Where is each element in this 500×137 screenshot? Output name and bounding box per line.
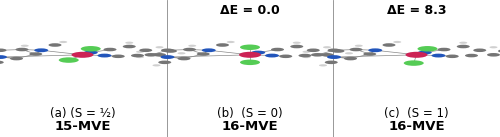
- Text: ΔE = 8.3: ΔE = 8.3: [387, 4, 446, 17]
- Ellipse shape: [34, 48, 48, 52]
- Ellipse shape: [307, 48, 320, 52]
- Text: (a) (S = ½): (a) (S = ½): [50, 107, 116, 119]
- Ellipse shape: [112, 55, 125, 58]
- Ellipse shape: [72, 52, 94, 58]
- Ellipse shape: [239, 52, 261, 58]
- Ellipse shape: [178, 57, 190, 60]
- Text: 16-MVE: 16-MVE: [222, 120, 278, 133]
- Ellipse shape: [144, 53, 158, 57]
- Ellipse shape: [10, 57, 23, 60]
- Ellipse shape: [30, 52, 43, 56]
- Ellipse shape: [265, 54, 279, 58]
- Ellipse shape: [327, 55, 341, 59]
- Ellipse shape: [350, 48, 362, 51]
- Ellipse shape: [290, 45, 303, 48]
- Ellipse shape: [81, 46, 101, 52]
- Ellipse shape: [311, 53, 324, 57]
- Ellipse shape: [302, 56, 310, 58]
- Ellipse shape: [418, 51, 432, 55]
- Text: 15-MVE: 15-MVE: [54, 120, 111, 133]
- Ellipse shape: [344, 57, 357, 60]
- Ellipse shape: [183, 48, 196, 51]
- Ellipse shape: [406, 52, 427, 58]
- Ellipse shape: [227, 41, 235, 43]
- Bar: [0, 7, 166, 107]
- Text: (b)  (S = 0): (b) (S = 0): [217, 107, 283, 119]
- Ellipse shape: [418, 46, 438, 52]
- Ellipse shape: [0, 61, 4, 64]
- Ellipse shape: [164, 49, 177, 53]
- Ellipse shape: [298, 54, 312, 57]
- Ellipse shape: [323, 46, 331, 48]
- Text: 16-MVE: 16-MVE: [388, 120, 445, 133]
- Ellipse shape: [279, 55, 292, 58]
- Ellipse shape: [438, 48, 450, 51]
- Ellipse shape: [152, 64, 160, 66]
- Ellipse shape: [319, 64, 327, 66]
- Ellipse shape: [161, 48, 174, 52]
- Ellipse shape: [104, 48, 117, 51]
- Ellipse shape: [160, 55, 174, 59]
- Ellipse shape: [136, 56, 144, 58]
- Bar: [333, 7, 500, 107]
- Ellipse shape: [125, 42, 133, 44]
- Ellipse shape: [457, 45, 470, 48]
- Ellipse shape: [325, 61, 338, 64]
- Ellipse shape: [0, 55, 7, 59]
- Text: (c)  (S = 1): (c) (S = 1): [384, 107, 449, 119]
- Ellipse shape: [446, 55, 459, 58]
- Ellipse shape: [363, 52, 376, 56]
- Ellipse shape: [98, 54, 112, 58]
- Ellipse shape: [240, 45, 260, 50]
- Ellipse shape: [487, 53, 500, 57]
- Ellipse shape: [0, 48, 6, 52]
- Ellipse shape: [252, 51, 265, 55]
- Ellipse shape: [123, 45, 136, 48]
- Ellipse shape: [404, 60, 424, 66]
- Ellipse shape: [328, 48, 340, 52]
- Ellipse shape: [139, 48, 152, 52]
- Ellipse shape: [459, 42, 467, 44]
- Ellipse shape: [382, 43, 396, 47]
- Ellipse shape: [490, 46, 498, 48]
- Ellipse shape: [188, 45, 196, 47]
- Ellipse shape: [271, 48, 284, 51]
- Ellipse shape: [302, 51, 310, 53]
- Ellipse shape: [48, 43, 62, 47]
- Ellipse shape: [59, 57, 79, 63]
- Ellipse shape: [473, 48, 486, 52]
- Ellipse shape: [136, 51, 144, 53]
- Ellipse shape: [332, 49, 344, 53]
- Ellipse shape: [293, 42, 301, 44]
- Ellipse shape: [153, 53, 166, 57]
- Ellipse shape: [197, 52, 210, 56]
- Ellipse shape: [320, 53, 334, 57]
- Ellipse shape: [158, 61, 171, 64]
- Ellipse shape: [202, 48, 216, 52]
- Ellipse shape: [21, 45, 29, 47]
- Ellipse shape: [131, 54, 144, 57]
- Bar: [166, 7, 333, 107]
- Ellipse shape: [16, 48, 28, 51]
- Ellipse shape: [216, 43, 229, 47]
- Ellipse shape: [345, 52, 353, 54]
- Ellipse shape: [84, 51, 98, 55]
- Ellipse shape: [393, 41, 401, 43]
- Text: ΔE = 0.0: ΔE = 0.0: [220, 4, 280, 17]
- Ellipse shape: [498, 49, 500, 53]
- Ellipse shape: [368, 48, 382, 52]
- Ellipse shape: [240, 60, 260, 65]
- Ellipse shape: [156, 46, 164, 48]
- Ellipse shape: [465, 54, 478, 57]
- Ellipse shape: [432, 54, 446, 58]
- Ellipse shape: [354, 45, 363, 47]
- Ellipse shape: [60, 41, 67, 43]
- Ellipse shape: [178, 52, 186, 54]
